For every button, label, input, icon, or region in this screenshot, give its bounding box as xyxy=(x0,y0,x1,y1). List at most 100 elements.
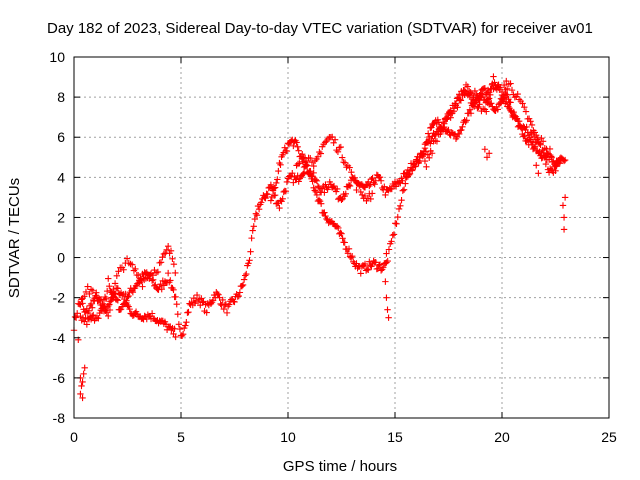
data-point xyxy=(376,174,384,181)
data-point xyxy=(369,174,376,182)
data-point xyxy=(253,211,261,219)
data-point xyxy=(214,290,221,298)
data-point xyxy=(321,209,328,216)
data-point xyxy=(389,232,396,239)
data-point xyxy=(185,308,192,316)
data-point xyxy=(487,91,494,99)
data-point xyxy=(388,238,395,245)
data-point xyxy=(335,224,342,232)
data-point xyxy=(507,80,514,87)
data-point xyxy=(503,77,510,85)
data-point xyxy=(294,143,301,151)
data-point xyxy=(467,89,474,96)
data-point xyxy=(199,299,206,306)
data-point xyxy=(323,215,330,223)
data-point xyxy=(474,104,481,112)
data-point xyxy=(500,92,507,99)
data-point xyxy=(337,229,344,237)
data-point xyxy=(341,159,349,167)
data-point xyxy=(164,242,172,250)
y-tick-label: 4 xyxy=(57,169,65,185)
data-point xyxy=(513,115,521,122)
data-point xyxy=(219,296,226,304)
axis-ticks: 0 5 10 15 20 25 -8 -6 -4 -2 0 2 4 6 8 10 xyxy=(49,49,617,445)
data-point xyxy=(268,193,276,201)
data-point xyxy=(135,272,142,279)
data-point xyxy=(221,301,229,309)
data-point xyxy=(83,321,91,328)
data-point xyxy=(342,190,349,197)
data-point xyxy=(310,162,317,170)
data-point xyxy=(152,281,159,289)
data-point xyxy=(494,106,501,113)
data-point xyxy=(167,247,175,255)
data-point xyxy=(114,285,122,292)
x-axis-label: GPS time / hours xyxy=(283,458,397,475)
data-point xyxy=(114,297,122,304)
data-point xyxy=(557,154,565,161)
data-point xyxy=(447,114,454,121)
data-point xyxy=(461,87,468,94)
data-point xyxy=(126,305,133,313)
y-tick-label: 2 xyxy=(57,209,65,225)
data-point xyxy=(85,307,93,315)
data-point xyxy=(511,93,519,101)
data-point xyxy=(338,196,345,204)
data-point xyxy=(279,195,286,202)
data-point xyxy=(271,191,279,199)
data-point xyxy=(459,92,466,99)
data-point xyxy=(314,153,322,160)
data-point xyxy=(329,133,336,141)
grid xyxy=(74,57,609,418)
data-point xyxy=(361,260,369,268)
data-point xyxy=(457,97,465,104)
data-point xyxy=(258,199,265,206)
data-point xyxy=(113,272,120,280)
data-point xyxy=(514,90,521,98)
data-point xyxy=(274,176,281,183)
data-point xyxy=(175,321,183,328)
data-point xyxy=(174,310,181,318)
data-point xyxy=(339,235,346,242)
data-point xyxy=(93,289,100,296)
data-point xyxy=(290,142,297,150)
data-point xyxy=(130,267,138,274)
data-point xyxy=(463,117,470,124)
data-point xyxy=(88,304,96,311)
data-point xyxy=(317,150,325,157)
data-point xyxy=(412,163,419,170)
data-point xyxy=(385,246,393,253)
data-point xyxy=(377,177,385,184)
data-point xyxy=(560,226,568,233)
data-point xyxy=(508,86,516,94)
y-tick-label: -2 xyxy=(53,290,66,306)
data-point xyxy=(408,167,416,174)
data-point xyxy=(394,213,401,221)
data-point xyxy=(368,190,376,197)
x-tick-label: 5 xyxy=(177,429,185,445)
data-point xyxy=(78,296,85,303)
data-point xyxy=(74,310,81,317)
data-point xyxy=(334,148,342,156)
data-point xyxy=(79,394,86,402)
data-point xyxy=(225,301,233,308)
data-point xyxy=(173,301,180,308)
data-point xyxy=(380,264,387,271)
data-point xyxy=(456,130,463,138)
data-point xyxy=(556,155,563,162)
data-point xyxy=(299,170,307,178)
data-point xyxy=(351,174,358,182)
y-tick-label: -6 xyxy=(53,370,66,386)
data-point xyxy=(160,250,168,258)
data-point xyxy=(270,184,278,192)
data-point xyxy=(216,294,223,301)
data-point xyxy=(87,316,95,323)
data-point xyxy=(367,195,374,203)
data-point xyxy=(392,183,400,190)
data-point xyxy=(519,100,526,107)
data-point xyxy=(433,138,441,145)
data-point xyxy=(176,325,184,333)
data-point xyxy=(172,333,179,341)
data-point xyxy=(493,86,501,93)
y-tick-label: 8 xyxy=(57,89,65,105)
